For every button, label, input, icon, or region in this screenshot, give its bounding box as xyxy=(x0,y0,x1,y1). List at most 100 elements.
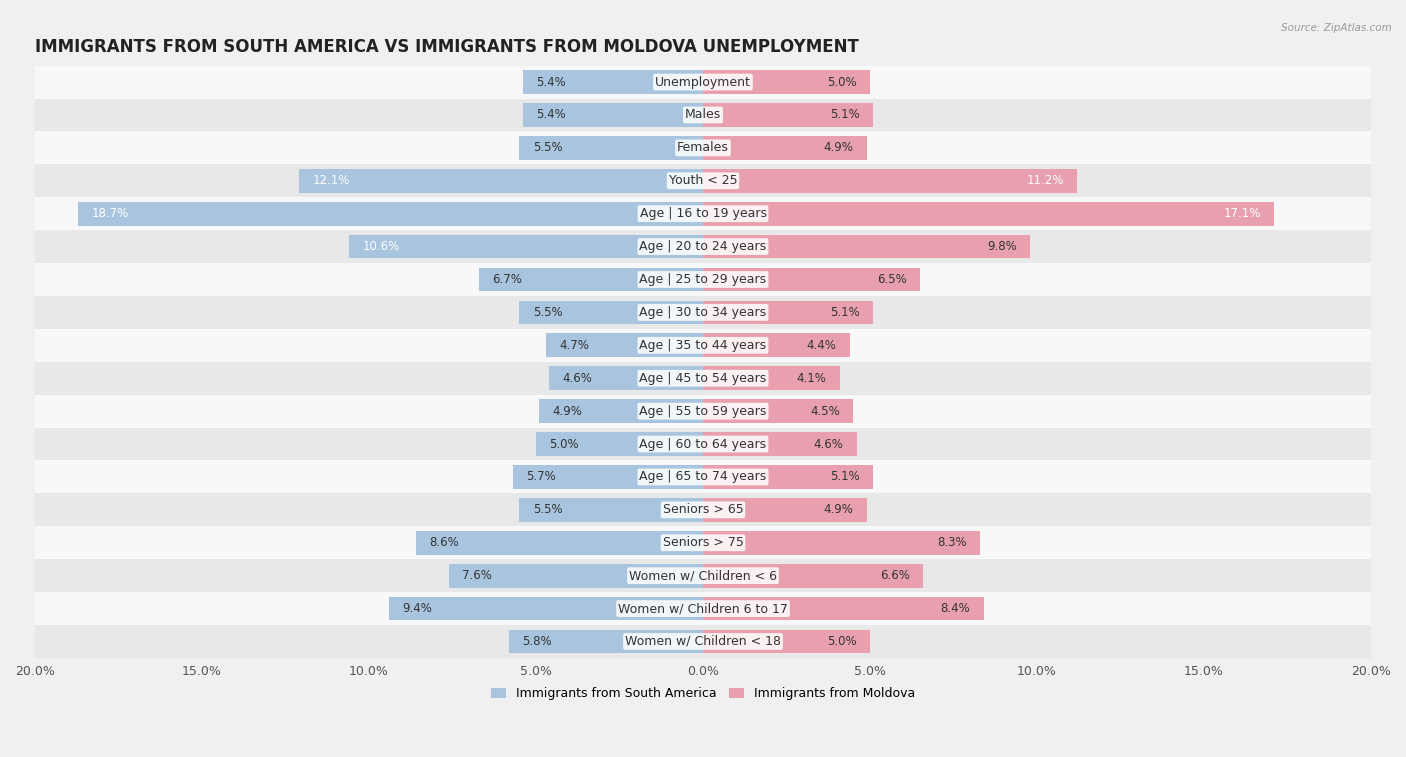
Text: Females: Females xyxy=(678,142,728,154)
Text: 5.1%: 5.1% xyxy=(831,470,860,484)
Text: 5.4%: 5.4% xyxy=(536,108,565,121)
Bar xyxy=(703,399,853,423)
Bar xyxy=(703,334,851,357)
Bar xyxy=(536,432,703,456)
Text: 6.5%: 6.5% xyxy=(877,273,907,286)
Bar xyxy=(703,531,980,555)
Text: 5.0%: 5.0% xyxy=(550,438,579,450)
Bar xyxy=(35,66,1371,98)
Bar xyxy=(509,630,703,653)
Bar xyxy=(703,169,1077,192)
Bar xyxy=(35,362,1371,394)
Bar xyxy=(703,465,873,489)
Bar xyxy=(703,498,866,522)
Text: 4.9%: 4.9% xyxy=(553,405,582,418)
Text: 8.4%: 8.4% xyxy=(941,602,970,615)
Text: 4.4%: 4.4% xyxy=(807,339,837,352)
Bar xyxy=(519,301,703,324)
Bar xyxy=(519,498,703,522)
Bar xyxy=(416,531,703,555)
Bar xyxy=(546,334,703,357)
Text: Youth < 25: Youth < 25 xyxy=(669,174,737,187)
Text: 5.7%: 5.7% xyxy=(526,470,555,484)
Text: 9.4%: 9.4% xyxy=(402,602,432,615)
Text: Age | 65 to 74 years: Age | 65 to 74 years xyxy=(640,470,766,484)
Text: 8.6%: 8.6% xyxy=(429,536,458,550)
Bar xyxy=(703,202,1274,226)
Text: 17.1%: 17.1% xyxy=(1223,207,1261,220)
Text: 11.2%: 11.2% xyxy=(1026,174,1064,187)
Bar xyxy=(35,428,1371,460)
Bar xyxy=(519,136,703,160)
Bar xyxy=(35,329,1371,362)
Bar xyxy=(449,564,703,587)
Bar xyxy=(703,630,870,653)
Bar xyxy=(35,526,1371,559)
Text: 10.6%: 10.6% xyxy=(363,240,399,253)
Bar xyxy=(513,465,703,489)
Text: 5.0%: 5.0% xyxy=(827,635,856,648)
Text: 6.7%: 6.7% xyxy=(492,273,523,286)
Text: Women w/ Children 6 to 17: Women w/ Children 6 to 17 xyxy=(619,602,787,615)
Text: Source: ZipAtlas.com: Source: ZipAtlas.com xyxy=(1281,23,1392,33)
Bar xyxy=(703,235,1031,258)
Bar xyxy=(703,268,920,291)
Text: 5.5%: 5.5% xyxy=(533,142,562,154)
Text: Women w/ Children < 6: Women w/ Children < 6 xyxy=(628,569,778,582)
Text: Women w/ Children < 18: Women w/ Children < 18 xyxy=(626,635,780,648)
Bar xyxy=(35,164,1371,198)
Text: 4.7%: 4.7% xyxy=(560,339,589,352)
Bar xyxy=(703,597,984,621)
Bar xyxy=(540,399,703,423)
Bar xyxy=(389,597,703,621)
Text: Seniors > 65: Seniors > 65 xyxy=(662,503,744,516)
Bar xyxy=(35,230,1371,263)
Bar xyxy=(79,202,703,226)
Text: 5.5%: 5.5% xyxy=(533,503,562,516)
Text: 5.0%: 5.0% xyxy=(827,76,856,89)
Text: Seniors > 75: Seniors > 75 xyxy=(662,536,744,550)
Text: 5.1%: 5.1% xyxy=(831,306,860,319)
Bar xyxy=(35,460,1371,494)
Text: Age | 30 to 34 years: Age | 30 to 34 years xyxy=(640,306,766,319)
Bar xyxy=(35,625,1371,658)
Bar xyxy=(35,98,1371,132)
Text: 4.5%: 4.5% xyxy=(810,405,839,418)
Text: 6.6%: 6.6% xyxy=(880,569,910,582)
Text: Unemployment: Unemployment xyxy=(655,76,751,89)
Text: Age | 20 to 24 years: Age | 20 to 24 years xyxy=(640,240,766,253)
Text: 9.8%: 9.8% xyxy=(987,240,1017,253)
Text: 5.8%: 5.8% xyxy=(523,635,553,648)
Bar xyxy=(35,494,1371,526)
Bar xyxy=(35,132,1371,164)
Bar xyxy=(299,169,703,192)
Bar xyxy=(35,263,1371,296)
Bar xyxy=(349,235,703,258)
Text: Age | 16 to 19 years: Age | 16 to 19 years xyxy=(640,207,766,220)
Bar xyxy=(523,103,703,127)
Bar xyxy=(703,103,873,127)
Bar xyxy=(703,136,866,160)
Text: Age | 25 to 29 years: Age | 25 to 29 years xyxy=(640,273,766,286)
Text: 4.9%: 4.9% xyxy=(824,142,853,154)
Bar xyxy=(703,301,873,324)
Bar xyxy=(523,70,703,94)
Bar xyxy=(35,198,1371,230)
Bar xyxy=(479,268,703,291)
Text: 8.3%: 8.3% xyxy=(938,536,967,550)
Bar xyxy=(703,564,924,587)
Bar xyxy=(35,592,1371,625)
Bar xyxy=(35,296,1371,329)
Text: 4.6%: 4.6% xyxy=(562,372,592,385)
Bar xyxy=(35,559,1371,592)
Text: 5.5%: 5.5% xyxy=(533,306,562,319)
Text: 12.1%: 12.1% xyxy=(312,174,350,187)
Text: 5.4%: 5.4% xyxy=(536,76,565,89)
Bar xyxy=(35,394,1371,428)
Text: 4.1%: 4.1% xyxy=(797,372,827,385)
Bar xyxy=(703,70,870,94)
Text: Age | 45 to 54 years: Age | 45 to 54 years xyxy=(640,372,766,385)
Bar xyxy=(703,432,856,456)
Text: 18.7%: 18.7% xyxy=(91,207,129,220)
Text: 4.6%: 4.6% xyxy=(814,438,844,450)
